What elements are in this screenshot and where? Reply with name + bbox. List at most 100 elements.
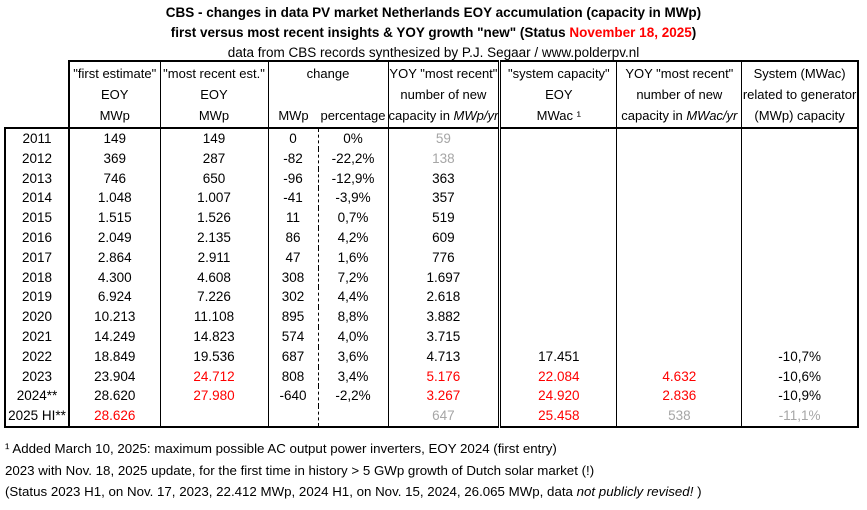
header-unit-italic: MWac/yr: [686, 108, 738, 123]
cell-change-percentage: 1,6%: [317, 247, 389, 268]
cell-yoy-mwp: 647: [387, 406, 501, 428]
cell-system-capacity: [498, 168, 618, 189]
pv-market-data-table: "first estimate" EOY MWp "most recent es…: [4, 60, 859, 428]
cell-change-percentage: 0%: [317, 128, 389, 149]
table-row: 2013 746 650 -96 -12,9% 363: [4, 168, 859, 189]
cell-most-recent: 2.911: [159, 247, 269, 268]
header-line: number of new: [636, 87, 723, 102]
cell-first-estimate: 369: [68, 148, 161, 169]
cell-change-mwp: 808: [267, 366, 319, 387]
cell-most-recent: 11.108: [159, 307, 269, 327]
cell-change-percentage: -22,2%: [317, 148, 389, 169]
cell-first-estimate: 6.924: [68, 287, 161, 308]
table-row: 2015 1.515 1.526 11 0,7% 519: [4, 208, 859, 228]
cell-system-ratio: [741, 227, 859, 248]
cell-yoy-mwac: [616, 287, 743, 308]
header-line: change: [306, 66, 350, 81]
cell-system-ratio: [741, 208, 859, 228]
header-line: [269, 84, 387, 105]
footnote-1: ¹ Added March 10, 2025: maximum possible…: [5, 441, 557, 456]
page-title: CBS - changes in data PV market Netherla…: [165, 5, 702, 20]
cell-first-estimate: 14.249: [68, 326, 161, 347]
cell-system-capacity: [498, 148, 618, 169]
header-change-percentage: percentage: [320, 108, 386, 123]
cell-yoy-mwac: [616, 208, 743, 228]
cell-first-estimate: 4.300: [68, 267, 161, 288]
cell-system-capacity: [498, 267, 618, 288]
subtitle-text: first versus most recent insights & YOY …: [170, 25, 570, 40]
table-row: 2017 2.864 2.911 47 1,6% 776: [4, 247, 859, 268]
cell-change-mwp: 574: [267, 326, 319, 347]
cell-most-recent: 650: [159, 168, 269, 189]
footnote-3-italic: not publicly revised!: [576, 484, 694, 499]
cell-system-capacity: 22.084: [498, 366, 618, 387]
cell-change-percentage: 3,4%: [317, 366, 389, 387]
cell-yoy-mwp: 2.618: [387, 287, 501, 308]
cell-yoy-mwac: [616, 227, 743, 248]
row-year-label: 2015: [4, 208, 70, 228]
cell-yoy-mwp: 3.715: [387, 326, 501, 347]
row-year-label: 2019: [4, 287, 70, 308]
row-year-label: 2011: [4, 128, 70, 149]
cell-system-ratio: [741, 188, 859, 209]
cell-most-recent: 27.980: [159, 386, 269, 407]
cell-system-capacity: [498, 287, 618, 308]
cell-yoy-mwp: 519: [387, 208, 501, 228]
table-row: 2025 HI** 28.626 647 25.458 538 -11,1%: [4, 406, 859, 428]
cell-yoy-mwp: 5.176: [387, 366, 501, 387]
cell-yoy-mwac: 4.632: [616, 366, 743, 387]
row-year-label: 2025 HI**: [4, 406, 70, 428]
row-year-label: 2012: [4, 148, 70, 169]
header-line: EOY: [200, 87, 228, 102]
cell-system-ratio: [741, 128, 859, 149]
cell-yoy-mwp: 3.882: [387, 307, 501, 327]
cell-system-capacity: [498, 247, 618, 268]
header-system-ratio: System (MWac) related to generator (MWp)…: [741, 60, 859, 129]
header-line: number of new: [400, 87, 487, 102]
header-line: EOY: [101, 87, 129, 102]
table-row: 2020 10.213 11.108 895 8,8% 3.882: [4, 307, 859, 327]
row-year-label: 2024**: [4, 386, 70, 407]
cell-yoy-mwp: 4.713: [387, 346, 501, 367]
cell-system-capacity: [498, 227, 618, 248]
cell-system-ratio: [741, 287, 859, 308]
cell-change-mwp: -41: [267, 188, 319, 209]
footnote-3-text: (Status 2023 H1, on Nov. 17, 2023, 22.41…: [5, 484, 577, 499]
header-line: YOY "most recent": [389, 66, 498, 81]
cell-change-percentage: 3,6%: [317, 346, 389, 367]
table-row: 2014 1.048 1.007 -41 -3,9% 357: [4, 188, 859, 209]
cell-most-recent: 14.823: [159, 326, 269, 347]
cell-change-mwp: -82: [267, 148, 319, 169]
cell-change-mwp: 895: [267, 307, 319, 327]
cell-system-ratio: [741, 247, 859, 268]
cell-change-mwp: 11: [267, 208, 319, 228]
header-unit-italic: MWp/yr: [453, 108, 499, 123]
header-line: "first estimate": [73, 66, 157, 81]
cell-first-estimate: 746: [68, 168, 161, 189]
cell-change-mwp: 687: [267, 346, 319, 367]
cell-first-estimate: 28.620: [68, 386, 161, 407]
cell-change-percentage: -12,9%: [317, 168, 389, 189]
cell-first-estimate: 28.626: [68, 406, 161, 428]
cell-change-percentage: 0,7%: [317, 208, 389, 228]
cell-yoy-mwp: 1.697: [387, 267, 501, 288]
cell-system-ratio: [741, 168, 859, 189]
header-line: YOY "most recent": [625, 66, 734, 81]
cell-most-recent: 1.007: [159, 188, 269, 209]
cell-change-mwp: [267, 406, 319, 428]
footnote-3: (Status 2023 H1, on Nov. 17, 2023, 22.41…: [5, 481, 702, 503]
table-row: 2019 6.924 7.226 302 4,4% 2.618: [4, 287, 859, 308]
row-year-label: 2023: [4, 366, 70, 387]
cell-system-ratio: [741, 148, 859, 169]
cell-most-recent: 2.135: [159, 227, 269, 248]
cell-change-percentage: 4,2%: [317, 227, 389, 248]
cell-yoy-mwac: [616, 148, 743, 169]
cell-change-percentage: 4,0%: [317, 326, 389, 347]
cell-system-ratio: -10,9%: [741, 386, 859, 407]
cell-most-recent: [159, 406, 269, 428]
row-year-label: 2014: [4, 188, 70, 209]
cell-yoy-mwac: 538: [616, 406, 743, 428]
header-line: "system capacity": [507, 66, 610, 81]
header-line: capacity in MWac/yr: [618, 105, 741, 126]
header-line: EOY: [545, 87, 573, 102]
